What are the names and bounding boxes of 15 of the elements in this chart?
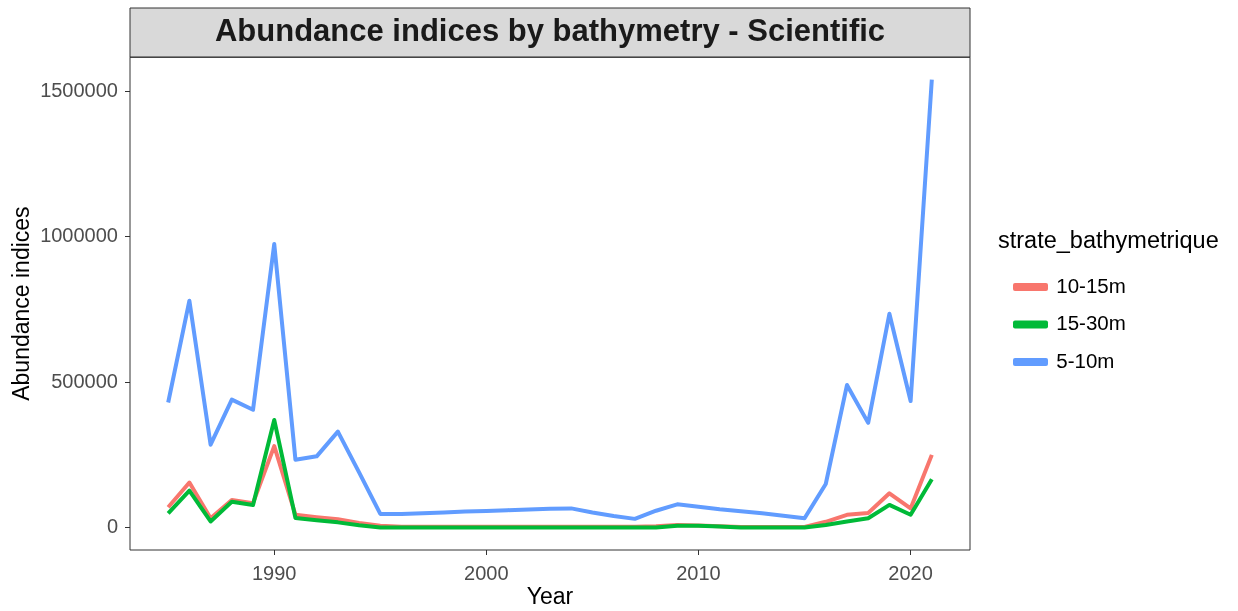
x-tick-label: 1990 — [251, 561, 297, 584]
legend-label: 5-10m — [1056, 348, 1115, 372]
x-tick-label: 2010 — [676, 561, 721, 584]
legend-label: 15-30m — [1056, 311, 1126, 335]
x-tick-label: 2020 — [888, 561, 933, 584]
y-tick-label: 1500000 — [40, 78, 118, 101]
y-tick-label: 500000 — [51, 369, 118, 392]
y-tick-label: 1000000 — [40, 224, 118, 247]
legend-title: strate_bathymetrique — [998, 226, 1219, 253]
y-tick-label: 0 — [106, 515, 118, 538]
x-axis-title: Year — [526, 582, 574, 609]
x-tick-label: 2000 — [464, 561, 509, 584]
y-axis-title: Abundance indices — [8, 206, 35, 401]
legend-label: 10-15m — [1056, 273, 1126, 297]
chart-title: Abundance indices by bathymetry - Scientific — [214, 13, 886, 49]
